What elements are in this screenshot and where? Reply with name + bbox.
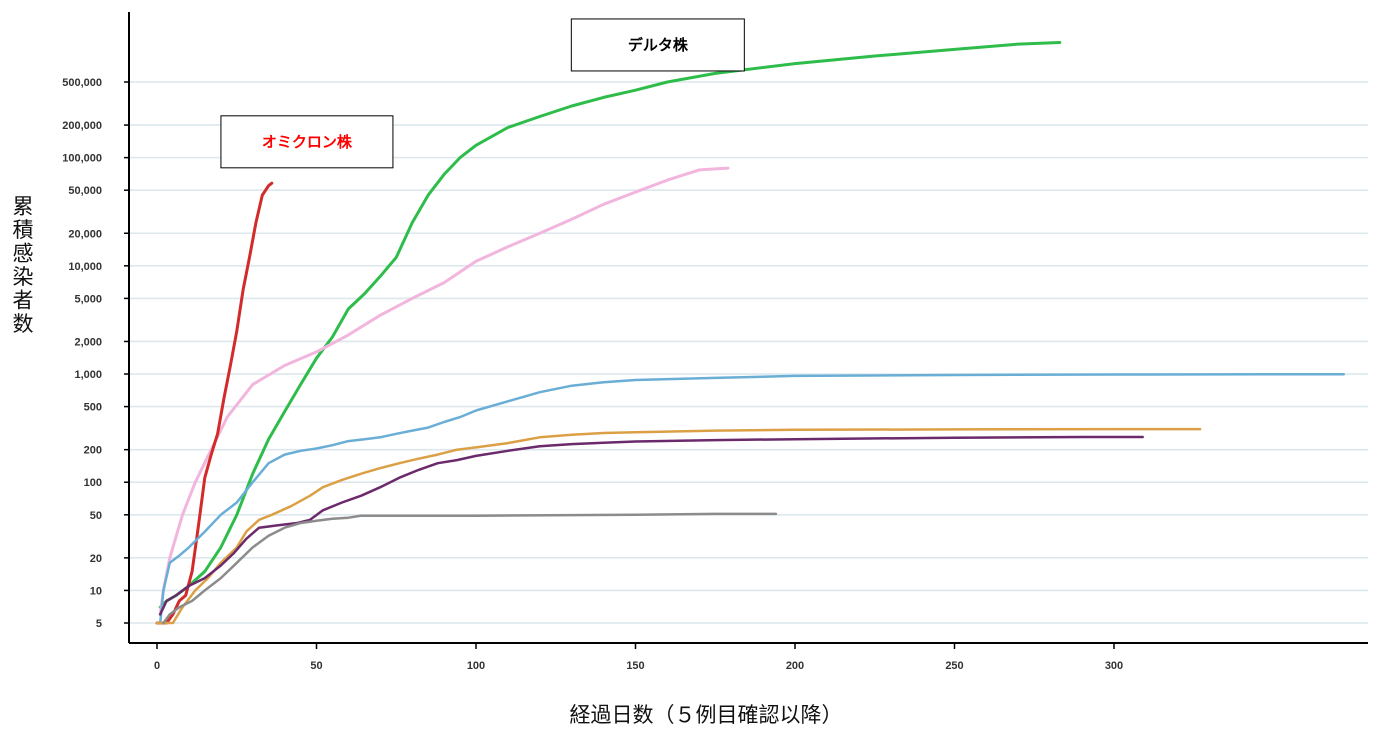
y-tick-label: 5,000 bbox=[74, 293, 102, 305]
y-tick-label: 500 bbox=[84, 402, 102, 414]
series-layer bbox=[155, 41, 1345, 625]
series-line-1 bbox=[158, 41, 1062, 609]
y-tick-label: 2,000 bbox=[74, 336, 102, 348]
y-tick-label: 5 bbox=[96, 618, 102, 630]
annotation-text: デルタ株 bbox=[628, 36, 689, 54]
x-tick-label: 250 bbox=[945, 660, 963, 672]
x-tick-label: 200 bbox=[786, 660, 804, 672]
series-line-5 bbox=[155, 427, 1202, 625]
y-tick-label: 20 bbox=[90, 553, 102, 565]
x-axis-label: 経過日数（５例目確認以降） bbox=[570, 703, 843, 727]
ticks-layer: 51020501002005001,0002,0005,00010,00020,… bbox=[62, 77, 1123, 672]
annotation-box bbox=[570, 18, 745, 72]
y-tick-label: 50 bbox=[90, 510, 102, 522]
y-tick-label: 200,000 bbox=[62, 120, 102, 132]
x-tick-label: 0 bbox=[154, 660, 160, 672]
annotation-box bbox=[220, 115, 394, 169]
series-line-7 bbox=[162, 512, 778, 625]
y-axis-label: 累積感染者数 bbox=[13, 194, 34, 335]
y-tick-label: 200 bbox=[84, 445, 102, 457]
x-tick-label: 150 bbox=[626, 660, 644, 672]
series-line-2 bbox=[158, 166, 730, 616]
x-tick-label: 300 bbox=[1105, 660, 1123, 672]
annotation-text: オミクロン株 bbox=[262, 133, 353, 151]
annotation-omicron: オミクロン株 bbox=[220, 115, 394, 169]
y-tick-label: 10,000 bbox=[68, 261, 102, 273]
y-tick-label: 500,000 bbox=[62, 77, 102, 89]
y-tick-label: 10 bbox=[90, 585, 102, 597]
series-line-3 bbox=[155, 181, 274, 625]
y-tick-label: 50,000 bbox=[68, 185, 102, 197]
y-tick-label: 100,000 bbox=[62, 153, 102, 165]
y-tick-label: 100 bbox=[84, 477, 102, 489]
y-tick-label: 1,000 bbox=[74, 369, 102, 381]
annotation-delta: デルタ株 bbox=[570, 18, 745, 72]
series-line-6 bbox=[158, 435, 1144, 616]
axes-layer bbox=[128, 12, 1368, 644]
y-tick-label: 20,000 bbox=[68, 228, 102, 240]
grid-layer bbox=[130, 81, 1368, 624]
series-line-4 bbox=[158, 373, 1345, 625]
x-tick-label: 100 bbox=[467, 660, 485, 672]
x-tick-label: 50 bbox=[310, 660, 322, 672]
